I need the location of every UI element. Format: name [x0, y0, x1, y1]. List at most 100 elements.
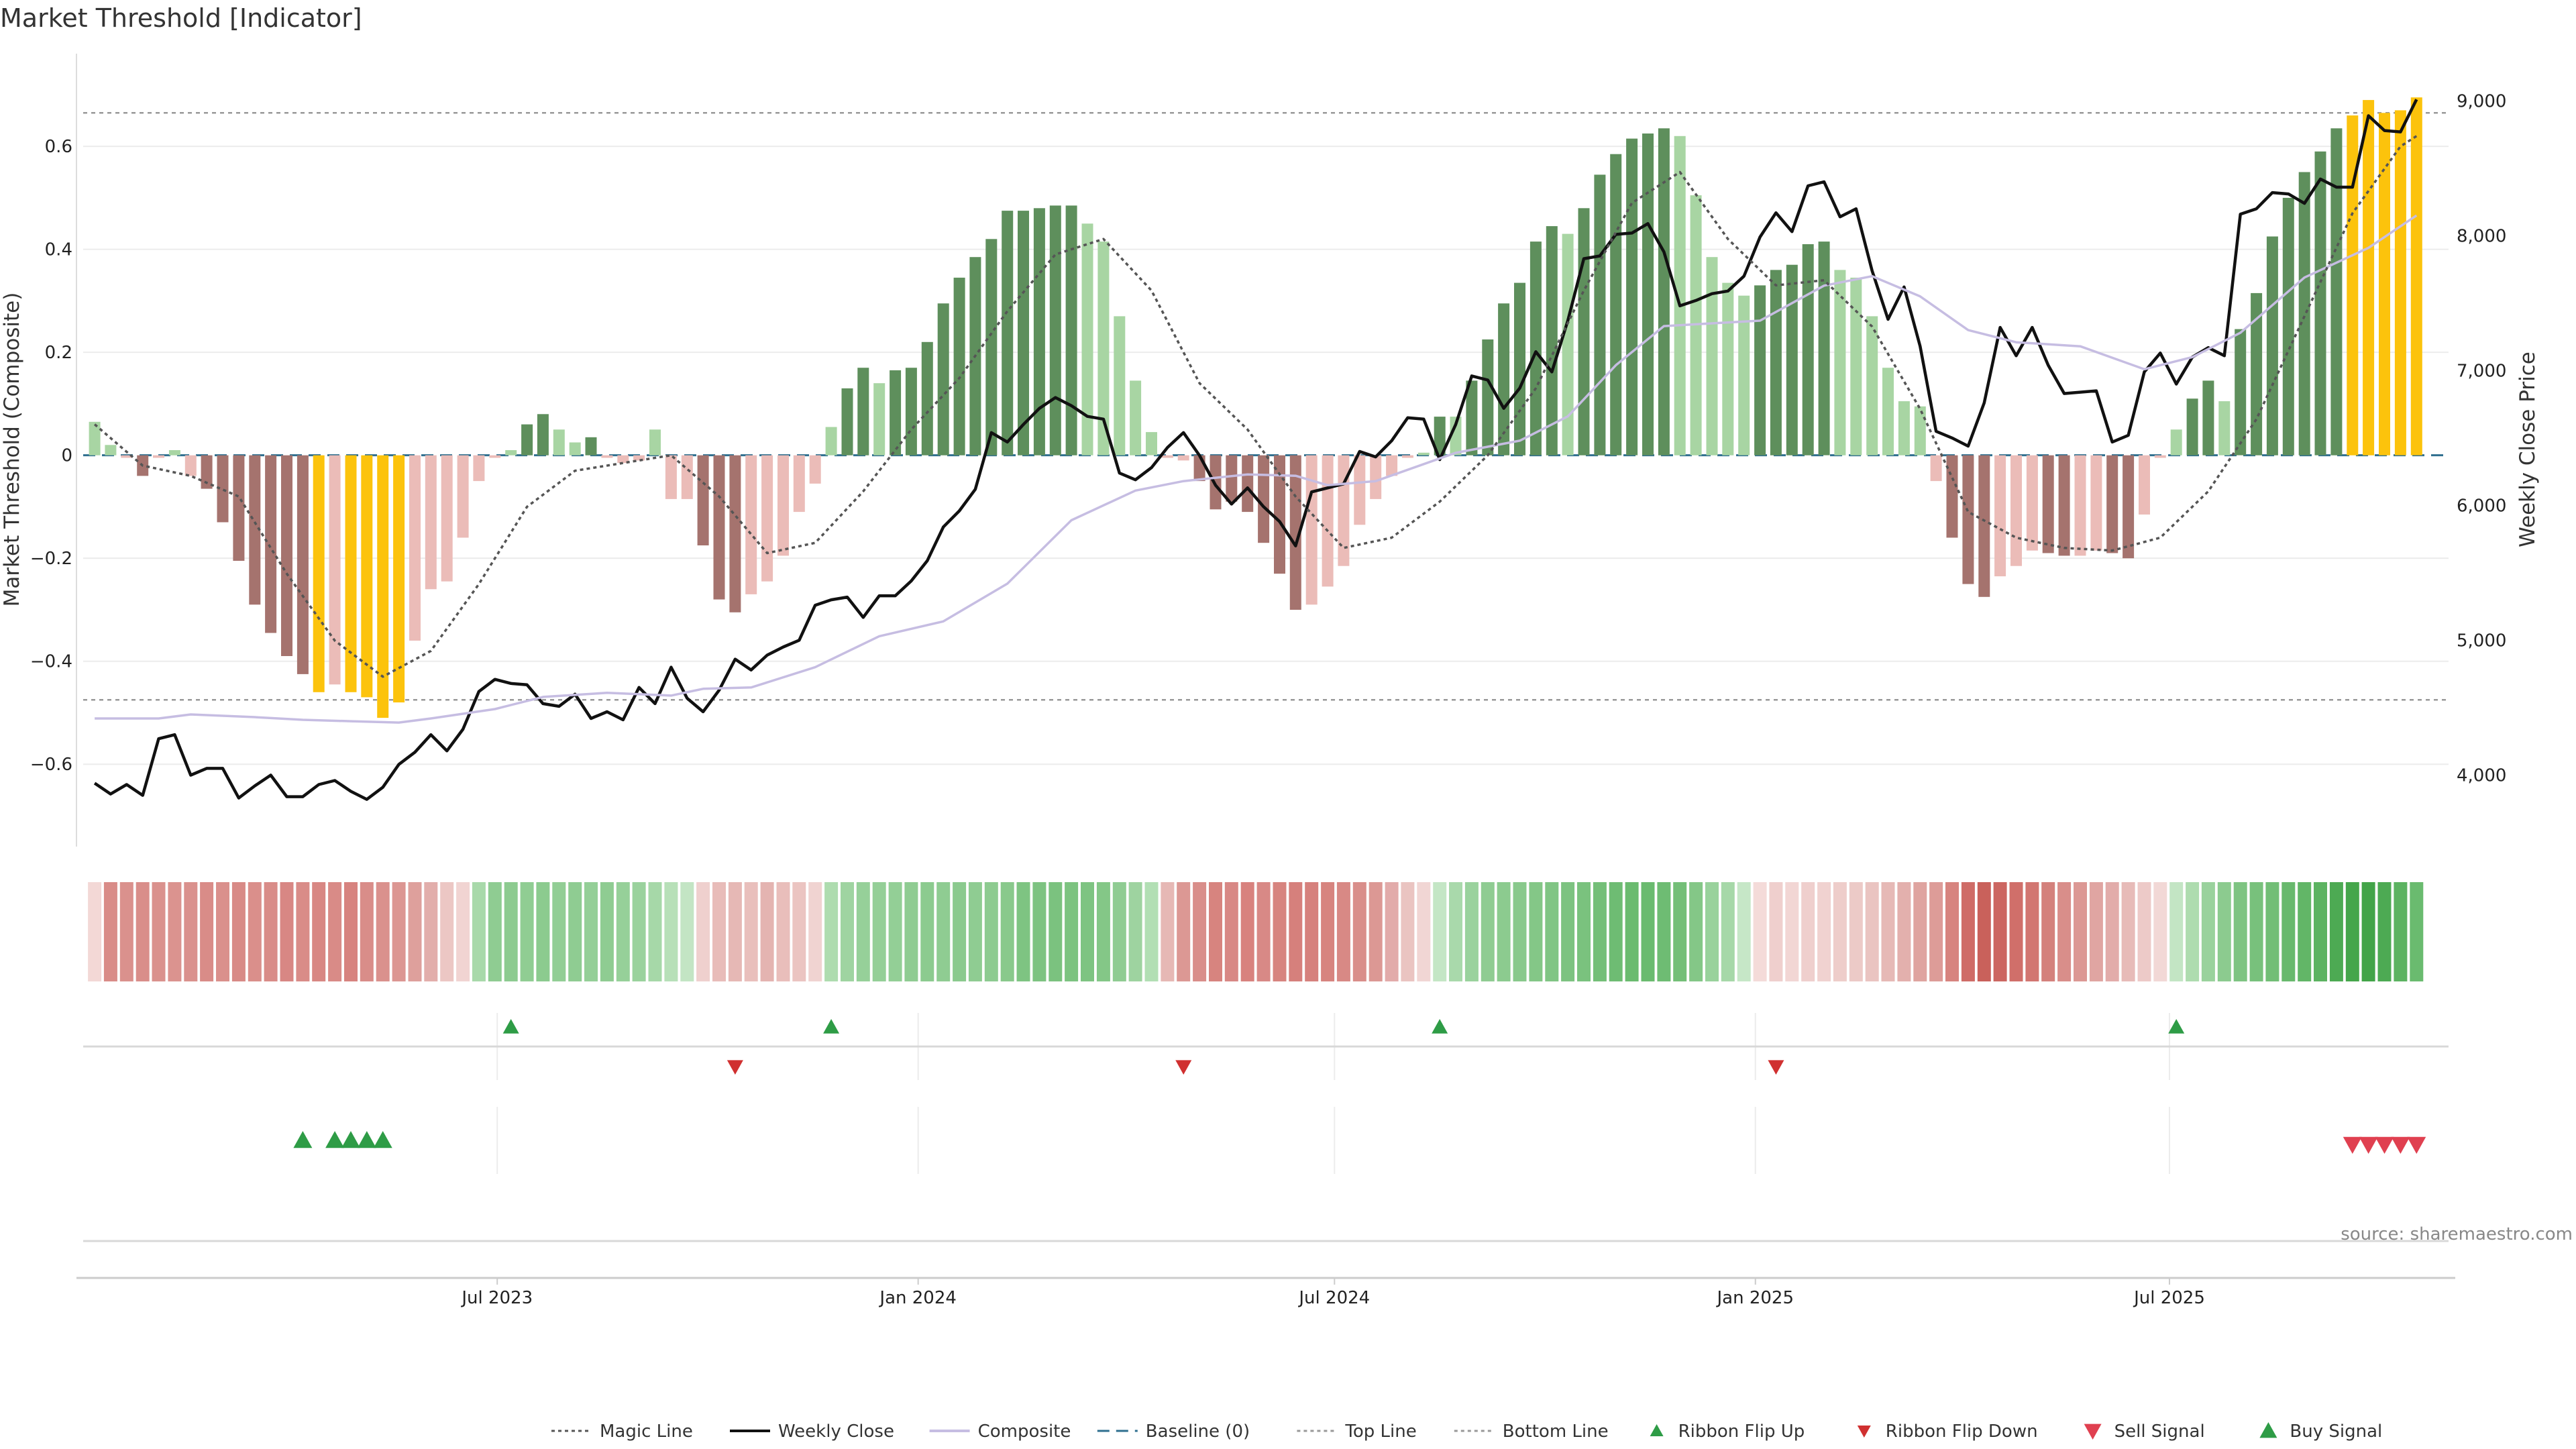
composite-bar: [1802, 244, 1814, 455]
ribbon-cell: [2074, 882, 2087, 981]
ribbon-cell: [1593, 882, 1607, 981]
composite-bar: [553, 429, 565, 455]
ribbon-cell: [1161, 882, 1175, 981]
ribbon-cell: [1433, 882, 1447, 981]
composite-bar: [425, 455, 437, 590]
ribbon-cell: [2314, 882, 2327, 981]
composite-bar: [2330, 128, 2343, 455]
composite-bar: [713, 455, 725, 600]
composite-bar: [489, 455, 501, 458]
ribbon-cell: [2186, 882, 2200, 981]
left-tick-label: −0.6: [30, 755, 72, 775]
buy-signal-marker: [357, 1131, 376, 1148]
ribbon-cell: [888, 882, 902, 981]
ribbon-cell: [808, 882, 822, 981]
ribbon-cell: [136, 882, 150, 981]
ribbon-cell: [904, 882, 918, 981]
ribbon-cell: [2025, 882, 2039, 981]
ribbon-cell: [648, 882, 662, 981]
composite-bar: [168, 450, 180, 455]
ribbon-cell: [2169, 882, 2184, 981]
ribbon-cell: [248, 882, 262, 981]
ribbon-cell: [488, 882, 502, 981]
composite-bar: [1546, 226, 1558, 455]
composite-bar: [184, 455, 197, 476]
composite-bar: [1786, 264, 1798, 455]
right-tick-label: 6,000: [2457, 496, 2506, 516]
ribbon-cell: [1945, 882, 1959, 981]
composite-bar: [265, 455, 277, 633]
ribbon-cell: [2217, 882, 2231, 981]
composite-bar: [1258, 455, 1270, 543]
magic-line: [93, 135, 2418, 678]
ribbon-cell: [1112, 882, 1126, 981]
ribbon-cell: [2121, 882, 2135, 981]
x-axis-ticks: Jul 2023 Jan 2024 Jul 2024 Jan 2025 Jul 2025: [460, 1278, 2205, 1308]
ribbon-cell: [1961, 882, 1975, 981]
ribbon-cell: [2249, 882, 2263, 981]
composite-bar: [1065, 205, 1077, 455]
ribbon-cell: [1737, 882, 1751, 981]
ribbon-cell: [2153, 882, 2167, 981]
legend-item: Ribbon Flip Up: [1650, 1421, 1805, 1442]
composite-bar: [2042, 455, 2054, 553]
ribbon-cell: [664, 882, 678, 981]
ribbon-cell: [1545, 882, 1559, 981]
ribbon-cell: [1929, 882, 1943, 981]
composite-bar: [985, 239, 998, 455]
legend-item: Sell Signal: [2084, 1421, 2205, 1442]
composite-bar: [793, 455, 805, 513]
ribbon-cell: [376, 882, 390, 981]
ribbon-cell: [2329, 882, 2343, 981]
ribbon-flip-up-marker: [1432, 1019, 1448, 1034]
composite-bar: [473, 455, 485, 482]
composite-bar: [1002, 211, 1014, 455]
composite-bar: [873, 383, 885, 455]
composite-bar: [1370, 455, 1382, 499]
ribbon-cell: [184, 882, 198, 981]
composite-bar: [505, 450, 517, 455]
ribbon-cell: [1817, 882, 1831, 981]
ribbon-cell: [1513, 882, 1527, 981]
ribbon-cell: [1481, 882, 1495, 981]
composite-bar: [1642, 133, 1654, 455]
ribbon-cell: [984, 882, 998, 981]
ribbon-cell: [744, 882, 758, 981]
composite-bar: [1338, 455, 1350, 566]
ribbon-cell: [2282, 882, 2296, 981]
ribbon-flip-up-marker: [502, 1019, 519, 1034]
ribbon-cell: [1177, 882, 1191, 981]
composite-bar: [2314, 151, 2326, 455]
legend-label: Ribbon Flip Up: [1678, 1421, 1805, 1442]
ribbon-cell: [2265, 882, 2279, 981]
legend-item: Magic Line: [551, 1421, 693, 1442]
composite-bar: [217, 455, 229, 523]
ribbon-cell: [568, 882, 582, 981]
ribbon-cell: [1144, 882, 1159, 981]
composite-bar: [585, 437, 597, 455]
composite-bar: [2010, 455, 2022, 566]
ribbon-cell: [1401, 882, 1415, 981]
composite-bar: [457, 455, 469, 538]
ribbon-cell: [456, 882, 470, 981]
ribbon-cell: [1833, 882, 1847, 981]
right-tick-label: 9,000: [2457, 91, 2506, 111]
ribbon-cell: [1209, 882, 1222, 981]
composite-bar: [1401, 455, 1413, 458]
gridlines: [83, 146, 2449, 765]
composite-bar: [377, 455, 389, 718]
ribbon-cell: [1016, 882, 1030, 981]
ribbon-cell: [1785, 882, 1799, 981]
signal-markers: [293, 1019, 2426, 1154]
ribbon-cell: [152, 882, 166, 981]
composite-bar: [521, 424, 533, 455]
ribbon-cell: [1609, 882, 1623, 981]
composite-bar: [89, 421, 101, 455]
right-tick-label: 8,000: [2457, 226, 2506, 246]
left-axis-ticks: 0.6 0.4 0.2 0 −0.2 −0.4 −0.6: [30, 137, 72, 775]
composite-bar: [569, 442, 581, 455]
ribbon-cell: [2089, 882, 2103, 981]
composite-bar: [809, 455, 821, 484]
ribbon-cell: [1977, 882, 1991, 981]
legend-item: Ribbon Flip Down: [1857, 1421, 2038, 1442]
